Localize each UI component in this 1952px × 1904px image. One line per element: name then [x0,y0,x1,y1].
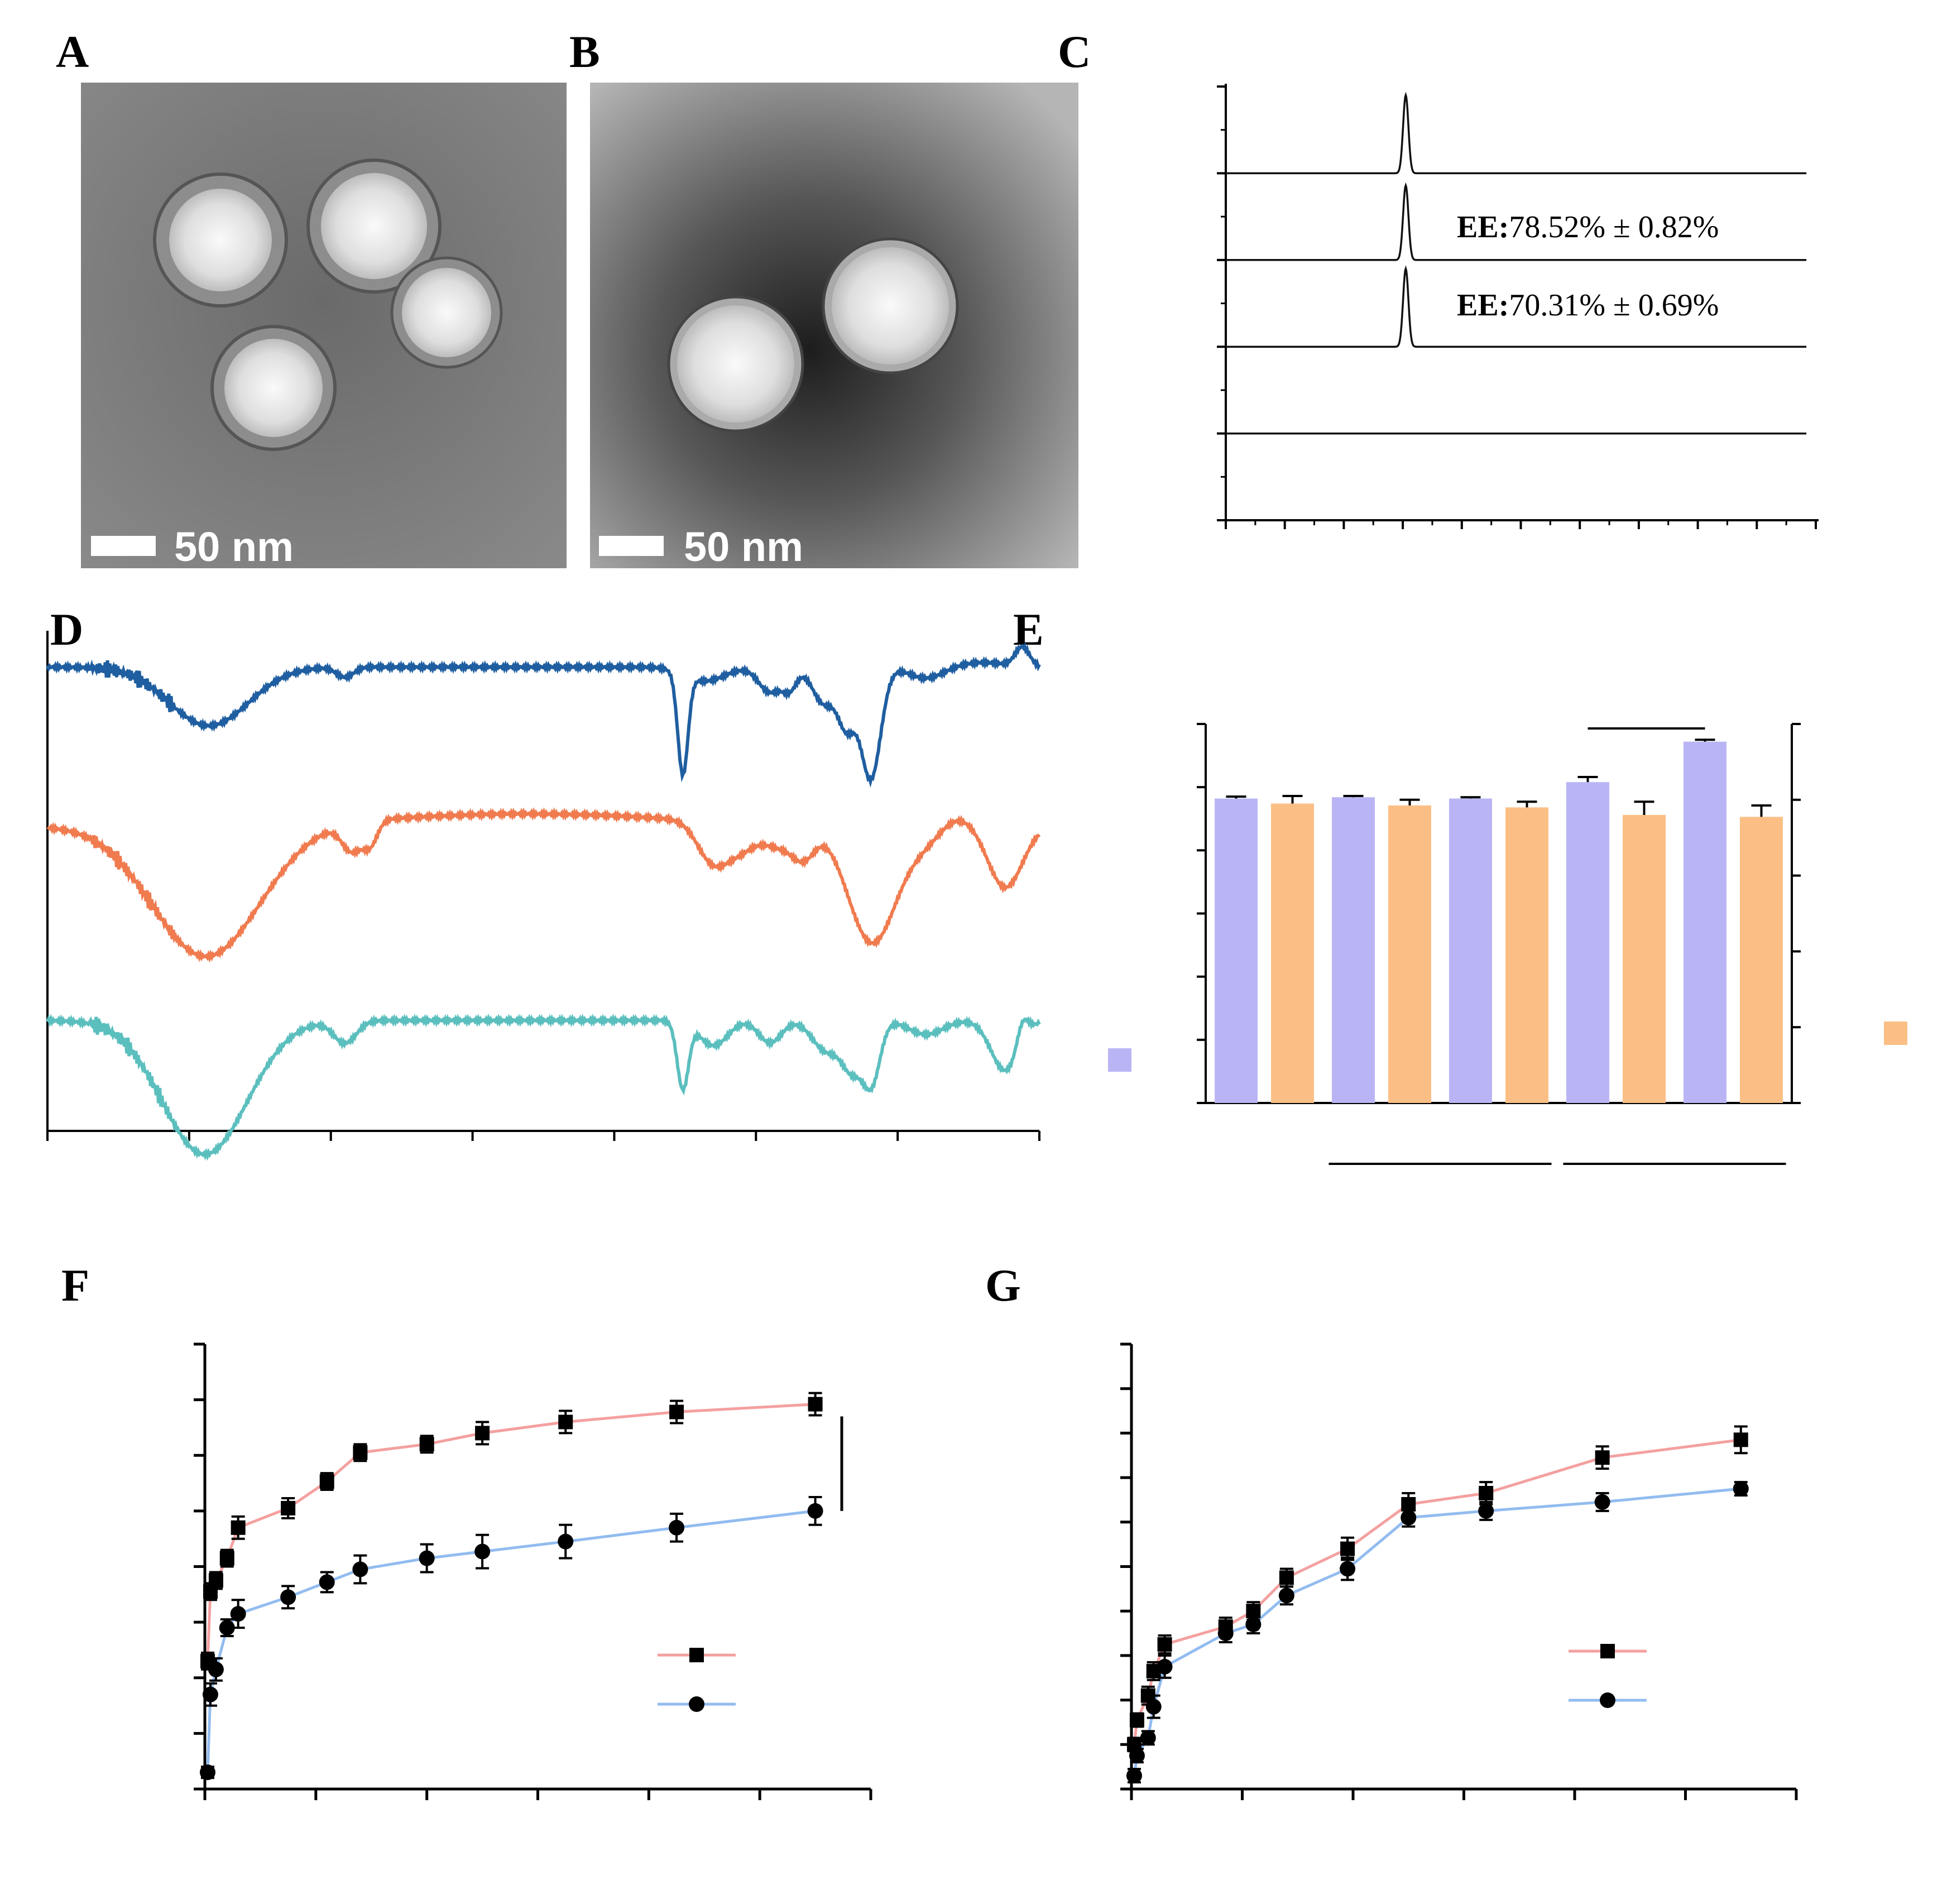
data-point-square [669,1404,684,1419]
release-line [1133,1438,1742,1745]
size-bar [1566,782,1609,1103]
data-point-square [219,1551,234,1566]
data-point-circle [474,1543,491,1560]
data-point-circle [1733,1481,1749,1497]
data-point-square [1157,1637,1172,1652]
data-point-square [1595,1450,1610,1465]
size-bar [1332,797,1375,1103]
data-point-square [319,1474,334,1489]
ee-bar [1623,814,1666,1103]
panel-label-d: D [50,604,83,655]
data-point-circle [208,1661,224,1677]
ee-prefix: EE: [1457,288,1509,323]
release-line [206,1403,816,1661]
ee-annotation: EE:78.52% ± 0.82% [1457,210,1719,244]
data-point-circle [199,1764,215,1781]
legend-marker [689,1696,704,1712]
stability-bar-chart [1108,723,1907,1165]
chromatogram-line [1226,182,1807,261]
data-point-square [208,1573,223,1588]
panel-label-f: F [61,1260,89,1311]
data-point-square [1279,1570,1294,1585]
tem-b-scale-label: 50 nm [684,524,803,570]
data-point-circle [1140,1730,1156,1746]
data-point-square [1129,1713,1144,1728]
data-point-circle [1145,1699,1162,1715]
data-point-circle [1278,1588,1294,1604]
data-point-square [808,1397,823,1412]
ee-bar [1271,803,1314,1103]
ee-bar [1740,817,1783,1103]
chromatogram-line [1226,265,1807,348]
data-point-circle [1340,1561,1356,1577]
data-point-circle [219,1620,235,1636]
data-point-square [419,1437,434,1452]
panel-label-c: C [1058,26,1091,77]
ee-value: 78.52% ± 0.82% [1509,210,1719,244]
size-bar [1684,741,1726,1103]
legend-ee-swatch [1884,1021,1907,1045]
legend-marker [689,1648,704,1662]
chromatogram-line [1226,92,1807,175]
data-point-square [281,1500,296,1515]
ee-annotation: EE:70.31% ± 0.69% [1457,288,1719,323]
ee-bar [1388,805,1431,1103]
ee-prefix: EE: [1457,210,1509,244]
ftir-trace-a [46,642,1041,788]
data-point-circle [807,1503,823,1519]
data-point-circle [1401,1509,1417,1526]
release-line [206,1509,816,1773]
ftir-chart [46,631,1041,1161]
data-point-circle [558,1533,574,1550]
data-point-circle [1126,1768,1142,1784]
ee-value: 70.31% ± 0.69% [1509,288,1719,323]
ftir-trace-c [46,1013,1041,1161]
data-point-square [353,1445,368,1460]
data-point-circle [1245,1617,1262,1633]
data-point-circle [319,1574,335,1590]
data-point-circle [352,1561,368,1577]
ftir-trace-b [46,807,1041,963]
legend-marker [1600,1644,1615,1658]
data-point-circle [669,1519,685,1536]
data-point-circle [419,1550,435,1566]
data-point-square [1733,1432,1748,1447]
ee-bar [1505,807,1548,1103]
size-bar [1215,798,1258,1103]
data-point-square [475,1426,490,1441]
data-point-circle [230,1606,246,1622]
data-point-circle [1478,1503,1494,1519]
tem-image-b: 50 nm [590,83,1078,570]
data-point-square [558,1414,573,1430]
legend-marker [1600,1692,1615,1708]
panel-label-g: G [985,1260,1021,1311]
hplc-chart: EE:78.52% ± 0.82%EE:70.31% ± 0.69% [1217,84,1819,529]
data-point-circle [202,1686,218,1702]
release-chart-f [194,1342,872,1800]
release-chart-g [1120,1342,1798,1800]
tem-image-a: 50 nm [81,83,567,570]
panel-label-b: B [569,26,600,77]
tem-a-scale-label: 50 nm [174,524,294,570]
legend-size-swatch [1108,1048,1131,1072]
data-point-square [231,1520,246,1535]
data-point-circle [1594,1494,1610,1510]
size-bar [1449,798,1492,1103]
data-point-square [1340,1541,1355,1556]
data-point-circle [280,1589,296,1605]
data-point-circle [1217,1625,1234,1642]
data-point-circle [1157,1658,1173,1675]
data-point-square [1479,1485,1494,1500]
data-point-circle [1129,1748,1145,1764]
panel-label-a: A [56,26,89,77]
